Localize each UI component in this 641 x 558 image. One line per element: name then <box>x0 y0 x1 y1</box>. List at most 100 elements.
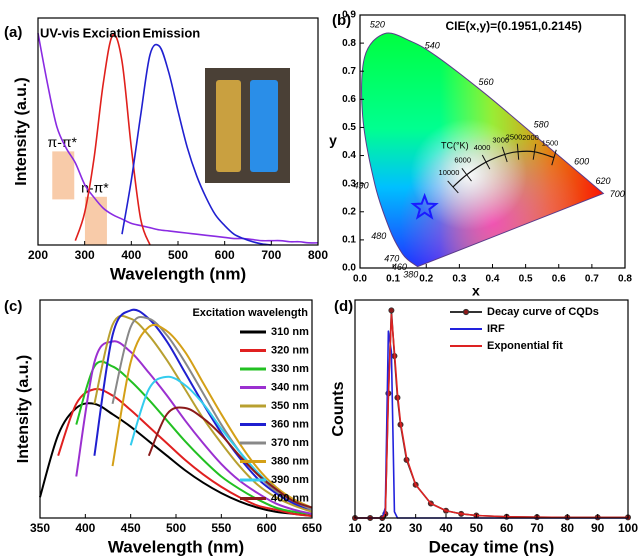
panel-label: (c) <box>4 298 22 315</box>
cct-label: 3000 <box>492 135 509 144</box>
series-line <box>111 315 313 511</box>
y-axis-title: Counts <box>330 381 347 436</box>
x-tick-label: 450 <box>121 521 141 535</box>
legend-label: Decay curve of CQDs <box>487 306 599 318</box>
legend-label: 390 nm <box>271 474 309 486</box>
legend-label: 370 nm <box>271 437 309 449</box>
x-tick-label: 650 <box>302 521 322 535</box>
series-line <box>147 406 313 509</box>
legend-label: 350 nm <box>271 400 309 412</box>
x-tick-label: 0.2 <box>419 274 433 285</box>
legend-label: 330 nm <box>271 363 309 375</box>
x-tick-label: 500 <box>166 521 186 535</box>
x-tick-label: 0.6 <box>552 274 566 285</box>
cct-label: 1500 <box>542 138 559 147</box>
series-line <box>121 43 272 246</box>
x-tick-label: 50 <box>470 521 484 535</box>
series-label: Emission <box>142 25 200 40</box>
x-axis-title: Decay time (ns) <box>429 537 555 556</box>
y-tick-label: 0.6 <box>342 94 356 105</box>
isotherm <box>551 149 557 166</box>
x-tick-label: 200 <box>28 248 48 262</box>
isotherm <box>481 154 491 170</box>
x-tick-label: 30 <box>409 521 423 535</box>
y-axis-title: Intensity (a.u.) <box>15 355 32 463</box>
x-tick-label: 300 <box>75 248 95 262</box>
x-tick-label: 600 <box>257 521 277 535</box>
cct-label: 6000 <box>454 156 471 165</box>
series-label: Exciation <box>83 25 141 40</box>
x-tick-label: 400 <box>121 248 141 262</box>
series-line <box>75 360 313 515</box>
x-tick-label: 0.4 <box>486 274 500 285</box>
wavelength-label: 380 <box>403 270 418 280</box>
wavelength-label: 580 <box>534 120 549 130</box>
isotherm <box>532 143 537 160</box>
transition-highlight <box>52 151 75 200</box>
isotherm <box>447 180 459 194</box>
y-tick-label: 0.5 <box>342 122 356 133</box>
y-tick-label: 0.0 <box>342 263 356 274</box>
transition-highlight <box>84 196 107 245</box>
x-tick-label: 800 <box>308 248 328 262</box>
x-tick-label: 0.3 <box>452 274 466 285</box>
wavelength-label: 620 <box>596 176 611 186</box>
data-point <box>388 307 395 314</box>
series-label: UV-vis <box>40 25 80 40</box>
series-line <box>37 32 319 244</box>
series-line <box>111 323 313 509</box>
legend-label: Exponential fit <box>487 340 563 352</box>
series-line <box>39 402 313 517</box>
wavelength-label: 480 <box>371 231 386 241</box>
x-tick-label: 70 <box>530 521 544 535</box>
wavelength-label: 540 <box>425 41 440 51</box>
legend-label: 310 nm <box>271 326 309 338</box>
legend-label: 320 nm <box>271 344 309 356</box>
cie-title: CIE(x,y)=(0.1951,0.2145) <box>445 19 581 33</box>
x-tick-label: 40 <box>439 521 453 535</box>
wavelength-label: 490 <box>354 180 369 190</box>
annotation: n-π* <box>81 179 109 195</box>
x-tick-label: 0.5 <box>519 274 533 285</box>
y-axis-title: y <box>329 132 337 148</box>
x-tick-label: 100 <box>618 521 638 535</box>
x-tick-label: 600 <box>215 248 235 262</box>
y-axis-title: Intensity (a.u.) <box>13 77 30 185</box>
x-axis-title: Wavelength (nm) <box>108 537 244 556</box>
wavelength-label: 600 <box>574 156 589 166</box>
x-tick-label: 0.8 <box>618 274 632 285</box>
isotherm <box>501 146 508 163</box>
photo-inset <box>205 68 290 183</box>
isotherm <box>516 143 520 160</box>
x-tick-label: 0.0 <box>353 274 367 285</box>
x-tick-label: 20 <box>379 521 393 535</box>
x-tick-label: 10 <box>348 521 362 535</box>
panel-label: (a) <box>4 24 22 41</box>
series-line <box>75 340 313 515</box>
wavelength-label: 470 <box>384 254 399 264</box>
cct-title: TC(°K) <box>441 140 469 150</box>
y-tick-label: 0.9 <box>342 10 356 21</box>
legend-label: 400 nm <box>271 492 309 504</box>
panel-label: (b) <box>332 12 351 29</box>
spectral-locus <box>361 32 605 268</box>
vial-uv <box>250 80 278 172</box>
legend-label: 340 nm <box>271 381 309 393</box>
series-line <box>57 388 313 517</box>
y-tick-label: 0.4 <box>342 150 356 161</box>
cct-label: 10000 <box>439 168 460 177</box>
chromaticity-point <box>410 192 439 220</box>
x-tick-label: 400 <box>75 521 95 535</box>
x-tick-label: 500 <box>168 248 188 262</box>
y-tick-label: 0.2 <box>342 206 356 217</box>
y-tick-label: 0.3 <box>342 178 356 189</box>
x-tick-label: 550 <box>211 521 231 535</box>
series-line <box>74 33 151 246</box>
y-tick-label: 0.1 <box>342 235 356 246</box>
x-tick-label: 0.7 <box>585 274 599 285</box>
plot-frame <box>354 299 629 519</box>
y-tick-label: 0.8 <box>342 38 356 49</box>
x-tick-label: 0.1 <box>386 274 400 285</box>
vial-daylight <box>216 80 241 172</box>
